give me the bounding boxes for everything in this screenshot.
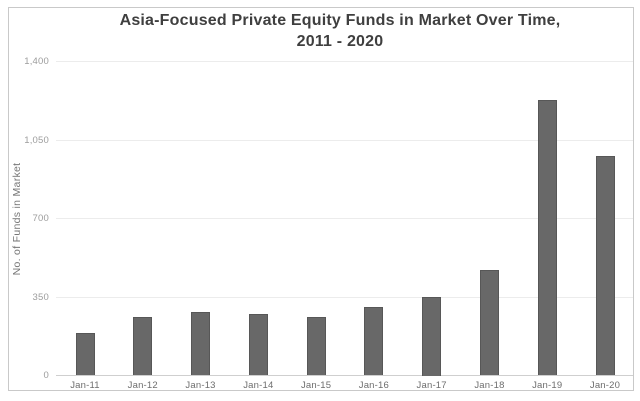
- chart-title-line1: Asia-Focused Private Equity Funds in Mar…: [119, 12, 561, 29]
- bar-jan-18: [479, 270, 499, 376]
- x-tick-label: Jan-14: [243, 379, 274, 391]
- bar-jan-11: [75, 332, 95, 376]
- y-tick-label: 1,050: [24, 134, 49, 146]
- x-tick-label: Jan-15: [300, 379, 332, 391]
- bar-jan-14: [248, 313, 268, 376]
- bar-jan-16: [364, 307, 384, 376]
- y-tick-label: 700: [32, 213, 49, 224]
- bar-jan-12: [133, 317, 153, 376]
- bar-jan-13: [191, 311, 211, 376]
- y-tick-label: 1,400: [24, 56, 49, 67]
- bar-jan-19: [537, 99, 557, 376]
- bar-jan-15: [306, 317, 326, 376]
- y-tick-label: 350: [32, 291, 49, 303]
- x-tick-label: Jan-16: [358, 379, 389, 391]
- x-tick-label: Jan-18: [474, 379, 505, 391]
- chart-title-line2: 2011 - 2020: [296, 33, 384, 50]
- gridline: [56, 218, 633, 219]
- bar-jan-20: [595, 155, 615, 376]
- gridline: [56, 139, 633, 141]
- chart-title: Asia-Focused Private Equity Funds in Mar…: [48, 10, 632, 52]
- x-tick-label: Jan-17: [416, 379, 447, 391]
- gridline: [56, 61, 633, 62]
- x-axis-line: [56, 375, 633, 376]
- x-tick-label: Jan-11: [70, 379, 100, 391]
- x-tick-label: Jan-13: [185, 379, 216, 391]
- x-tick-label: Jan-19: [532, 379, 563, 391]
- x-tick-label: Jan-12: [127, 379, 158, 391]
- x-tick-label: Jan-20: [589, 379, 621, 391]
- bar-jan-17: [422, 297, 442, 376]
- y-tick-label: 0: [43, 370, 49, 381]
- gridline: [56, 296, 633, 298]
